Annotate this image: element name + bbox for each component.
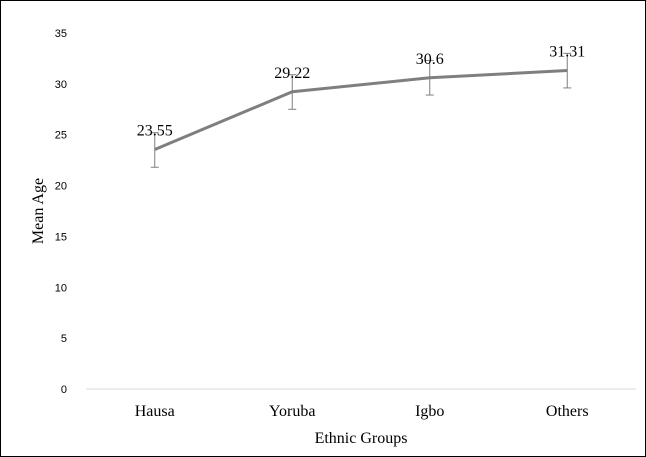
y-tick-label: 20 <box>55 181 67 193</box>
y-axis-title: Mean Age <box>30 178 47 244</box>
x-category-label: Igbo <box>415 403 444 420</box>
series-line <box>154 69 568 151</box>
data-labels: 23.55 29.22 30.6 31.31 <box>137 44 586 140</box>
data-label: 30.6 <box>416 51 444 68</box>
x-category-label: Yoruba <box>269 403 315 420</box>
y-tick-label: 35 <box>55 28 67 40</box>
y-axis-ticks: 0 5 10 15 20 25 30 35 <box>55 28 67 396</box>
error-bars <box>150 52 572 168</box>
x-axis-categories: Hausa Yoruba Igbo Others <box>135 403 589 420</box>
y-tick-label: 15 <box>55 231 67 243</box>
y-tick-label: 5 <box>61 333 67 345</box>
error-bar <box>150 132 159 168</box>
y-tick-label: 0 <box>61 384 67 396</box>
x-category-label: Others <box>546 403 589 420</box>
data-label: 29.22 <box>274 65 310 82</box>
x-category-label: Hausa <box>135 403 175 420</box>
data-label: 23.55 <box>137 122 173 139</box>
data-label: 31.31 <box>549 44 585 61</box>
x-axis-title: Ethnic Groups <box>315 430 408 447</box>
y-tick-label: 10 <box>55 282 67 294</box>
y-tick-label: 25 <box>55 130 67 142</box>
y-tick-label: 30 <box>55 79 67 91</box>
